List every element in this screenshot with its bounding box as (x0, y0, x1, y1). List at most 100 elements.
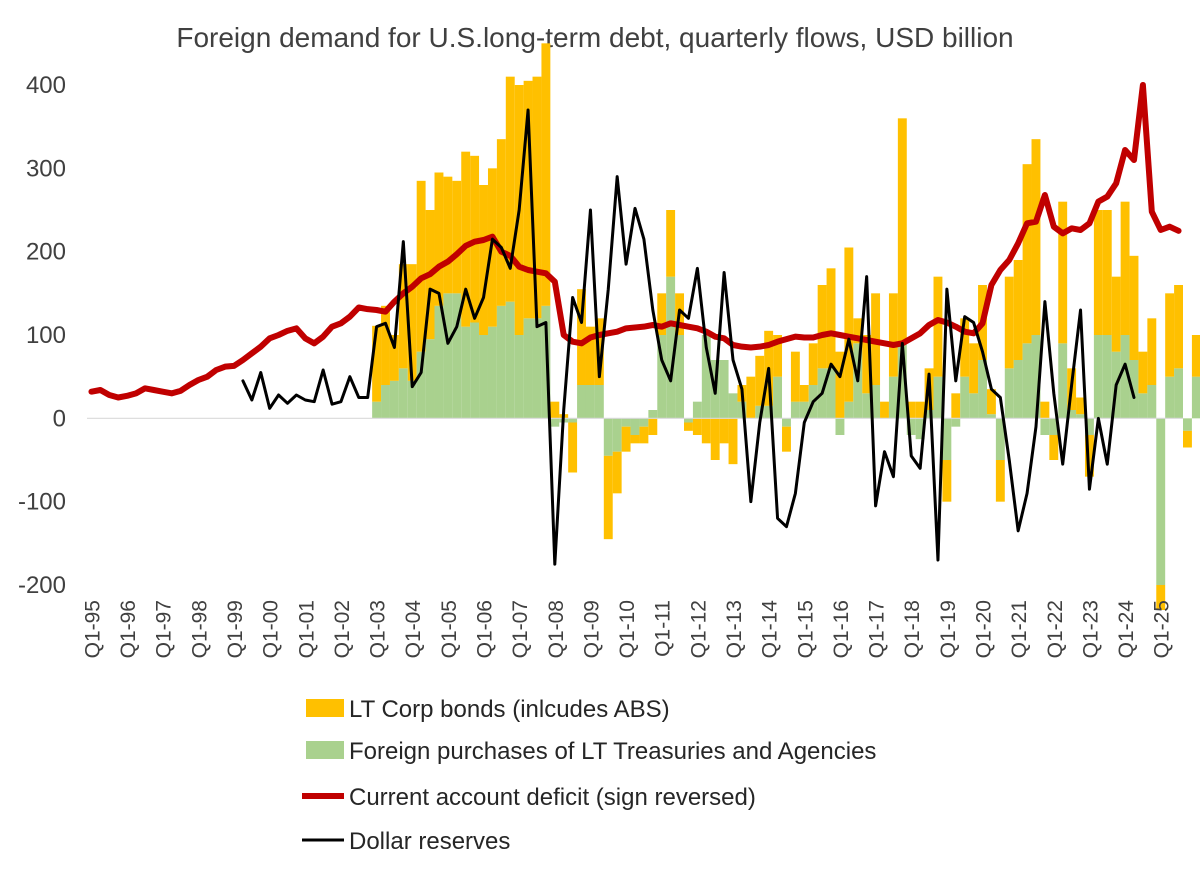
legend-swatch (306, 699, 344, 717)
bar-treasuries (594, 385, 604, 419)
bar-treasuries (978, 360, 987, 419)
x-tick-label: Q1-95 (81, 600, 104, 658)
bar-treasuries (871, 385, 881, 419)
bar-corp-bonds (479, 185, 488, 335)
bar-corp-bonds (799, 385, 809, 402)
bar-corp-bonds (1174, 285, 1183, 369)
bar-corp-bonds (995, 460, 1005, 502)
bar-treasuries (826, 368, 836, 419)
y-tick-label: 400 (26, 72, 66, 99)
bar-treasuries (1004, 368, 1014, 419)
bar-corp-bonds (960, 318, 970, 377)
bar-corp-bonds (808, 343, 818, 385)
bar-treasuries (630, 418, 640, 435)
bar-corp-bonds (817, 285, 827, 369)
bar-treasuries (1076, 414, 1085, 419)
bar-treasuries (603, 418, 613, 456)
x-tick-label: Q1-02 (331, 600, 354, 658)
bar-corp-bonds (986, 389, 996, 415)
x-tick-label: Q1-25 (1151, 600, 1174, 658)
bar-corp-bonds (612, 451, 622, 494)
y-tick-label: 0 (53, 405, 66, 432)
bar-treasuries (675, 335, 685, 419)
bar-treasuries (942, 418, 952, 460)
x-axis-ticks: Q1-95 Q1-96 Q1-97 Q1-98 Q1-99 Q1-00 Q1-01 Q1-02… (81, 600, 1173, 659)
bar-treasuries (782, 418, 791, 427)
bar-treasuries (835, 418, 845, 435)
x-tick-label: Q1-08 (545, 600, 568, 658)
legend: LT Corp bonds (inlcudes ABS) Foreign purc… (302, 696, 876, 855)
bar-treasuries (389, 380, 399, 419)
bar-treasuries (1067, 410, 1077, 419)
bar-corp-bonds (835, 351, 845, 419)
bar-treasuries (381, 385, 390, 419)
x-tick-label: Q1-03 (367, 600, 390, 658)
bar-treasuries (1031, 335, 1041, 419)
bar-treasuries (719, 360, 729, 419)
bar-corp-bonds (755, 355, 765, 406)
x-tick-label: Q1-24 (1115, 600, 1138, 659)
x-tick-label: Q1-18 (901, 600, 924, 658)
legend-label: Foreign purchases of LT Treasuries and A… (349, 738, 876, 765)
bar-corp-bonds (621, 426, 631, 452)
bar-treasuries (790, 401, 800, 419)
bar-treasuries (986, 414, 996, 419)
bar-corp-bonds (906, 401, 916, 419)
bar-corp-bonds (550, 401, 560, 419)
bar-treasuries (1040, 418, 1050, 435)
x-tick-label: Q1-12 (687, 600, 710, 658)
bar-treasuries (1013, 360, 1023, 419)
bar-treasuries (773, 376, 783, 419)
x-tick-label: Q1-15 (794, 600, 817, 658)
bar-corp-bonds (1049, 435, 1059, 460)
bar-corp-bonds (541, 43, 551, 306)
x-tick-label: Q1-20 (973, 600, 996, 658)
bar-corp-bonds (1102, 210, 1112, 335)
x-tick-label: Q1-00 (260, 600, 283, 658)
bar-corp-bonds (407, 264, 417, 381)
x-tick-label: Q1-01 (295, 600, 318, 658)
x-tick-label: Q1-16 (830, 600, 853, 658)
bar-treasuries (1183, 418, 1192, 431)
bar-corp-bonds (773, 335, 783, 377)
bar-corp-bonds (416, 180, 426, 352)
x-tick-label: Q1-05 (438, 600, 461, 658)
bar-corp-bonds (728, 418, 738, 465)
bar-corp-bonds (496, 139, 506, 306)
bar-treasuries (1147, 385, 1157, 419)
bar-corp-bonds (648, 418, 658, 435)
x-tick-label: Q1-98 (188, 600, 211, 658)
x-tick-label: Q1-06 (474, 600, 497, 658)
bar-corp-bonds (790, 351, 800, 402)
bar-corp-bonds (1191, 335, 1200, 377)
bar-corp-bonds (577, 289, 586, 385)
bar-treasuries (532, 318, 542, 419)
bar-corp-bonds (897, 118, 907, 344)
bar-corp-bonds (1076, 397, 1085, 415)
bar-treasuries (862, 393, 872, 419)
bar-treasuries (452, 293, 462, 419)
bar-treasuries (1138, 393, 1148, 419)
bar-corp-bonds (1093, 210, 1103, 335)
bar-corp-bonds (1058, 201, 1068, 344)
x-tick-label: Q1-97 (153, 600, 176, 658)
bar-corp-bonds (951, 393, 961, 419)
bar-corp-bonds (461, 151, 471, 327)
bar-treasuries (1156, 418, 1166, 585)
bar-treasuries (657, 335, 667, 419)
bar-corp-bonds (603, 455, 613, 540)
chart-title: Foreign demand for U.S.long-term debt, q… (176, 22, 1013, 53)
bar-corp-bonds (585, 326, 595, 385)
bar-treasuries (951, 418, 961, 427)
y-tick-label: 200 (26, 239, 66, 266)
bar-corp-bonds (639, 426, 649, 444)
bar-treasuries (969, 393, 979, 419)
bar-treasuries (897, 343, 907, 419)
bar-treasuries (443, 293, 453, 419)
bar-treasuries (764, 405, 774, 419)
bar-corp-bonds (942, 460, 952, 502)
bar-treasuries (666, 276, 676, 419)
legend-label: Dollar reserves (349, 828, 510, 855)
bar-treasuries (470, 322, 480, 419)
